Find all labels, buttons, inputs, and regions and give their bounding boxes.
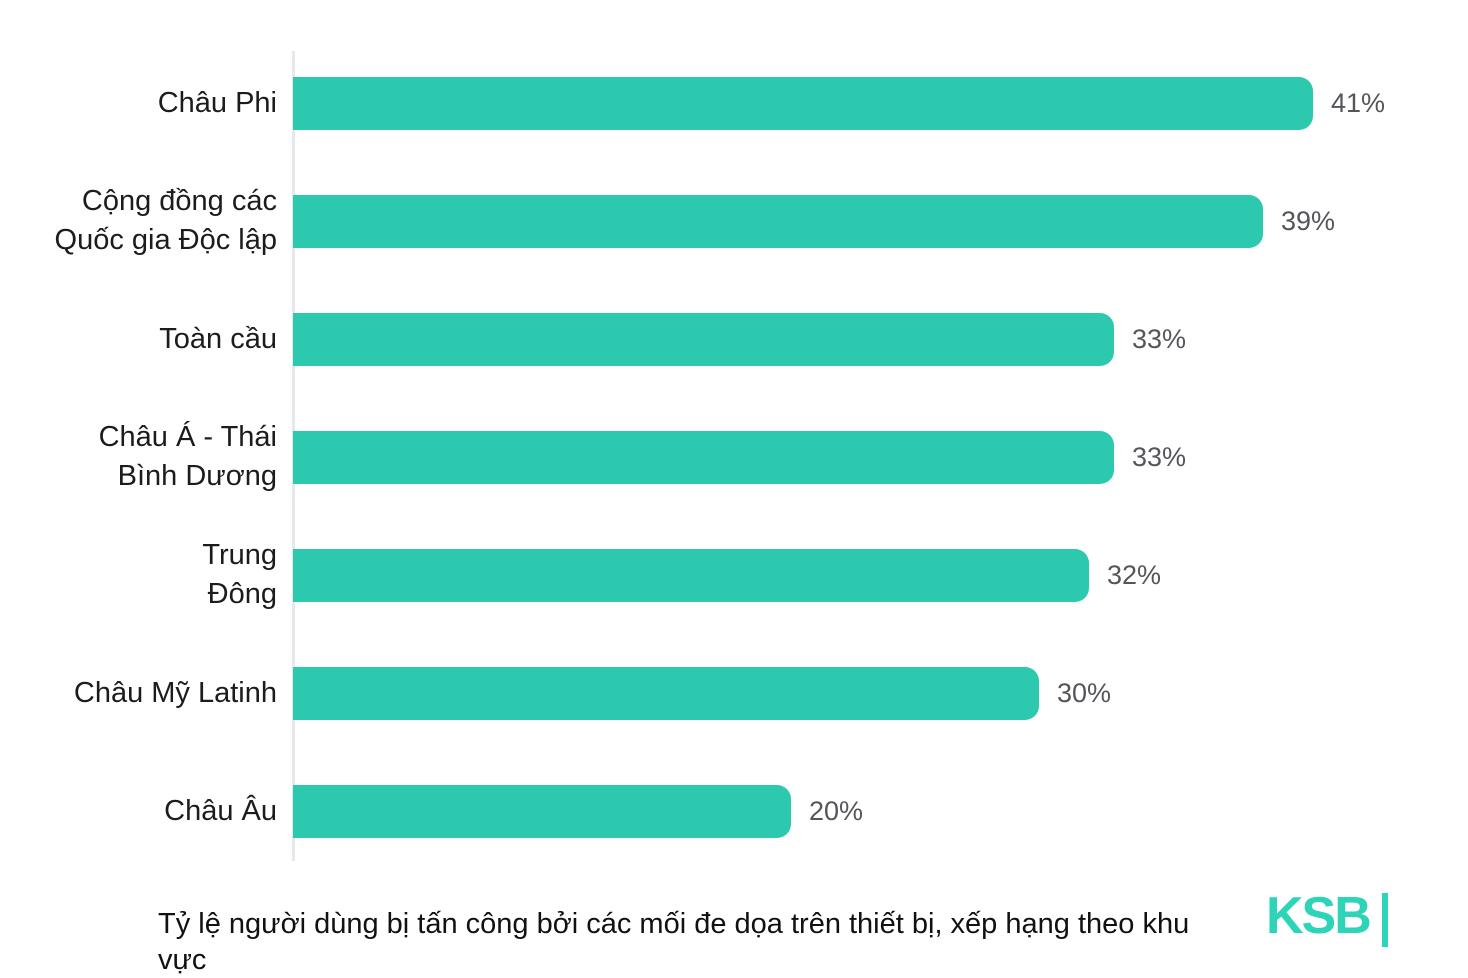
- bar-chart: Châu Phi 41% Cộng đồng các Quốc gia Độc …: [0, 44, 1468, 870]
- bar-row: Châu Phi 41%: [0, 44, 1468, 162]
- category-label: Châu Âu: [164, 794, 277, 827]
- bar-row: Châu Mỹ Latinh 30%: [0, 634, 1468, 752]
- category-label: Châu Phi: [157, 86, 277, 119]
- bar[interactable]: [293, 430, 1114, 484]
- value-label: 39%: [1281, 205, 1336, 236]
- chart-caption: Tỷ lệ người dùng bị tấn công bởi các mối…: [158, 908, 1190, 976]
- bar-row: Cộng đồng các Quốc gia Độc lập 39%: [0, 162, 1468, 280]
- ksb-logo-text: KSB: [1266, 887, 1372, 945]
- bar[interactable]: [293, 784, 791, 838]
- bar[interactable]: [293, 666, 1039, 720]
- value-label: 41%: [1331, 87, 1386, 118]
- bar[interactable]: [293, 548, 1089, 602]
- ksb-logo: KSB: [1266, 890, 1388, 947]
- value-label: 30%: [1057, 677, 1112, 708]
- category-label: Toàn cầu: [159, 322, 277, 355]
- category-label: Trung Đông: [202, 539, 277, 610]
- bar-row: Trung Đông 32%: [0, 516, 1468, 634]
- bar-row: Toàn cầu 33%: [0, 280, 1468, 398]
- category-label: Châu Á - Thái Bình Dương: [98, 421, 277, 492]
- value-label: 33%: [1132, 323, 1187, 354]
- value-label: 32%: [1107, 559, 1162, 590]
- category-label: Cộng đồng các Quốc gia Độc lập: [54, 185, 277, 256]
- ksb-logo-cursor-bar: [1381, 893, 1388, 947]
- value-label: 33%: [1132, 441, 1187, 472]
- bar[interactable]: [293, 76, 1313, 130]
- value-label: 20%: [809, 795, 864, 826]
- bar-rows: Châu Phi 41% Cộng đồng các Quốc gia Độc …: [0, 44, 1468, 870]
- bar-row: Châu Á - Thái Bình Dương 33%: [0, 398, 1468, 516]
- category-label: Châu Mỹ Latinh: [73, 676, 277, 709]
- bar[interactable]: [293, 312, 1114, 366]
- bar-row: Châu Âu 20%: [0, 752, 1468, 870]
- bar[interactable]: [293, 194, 1263, 248]
